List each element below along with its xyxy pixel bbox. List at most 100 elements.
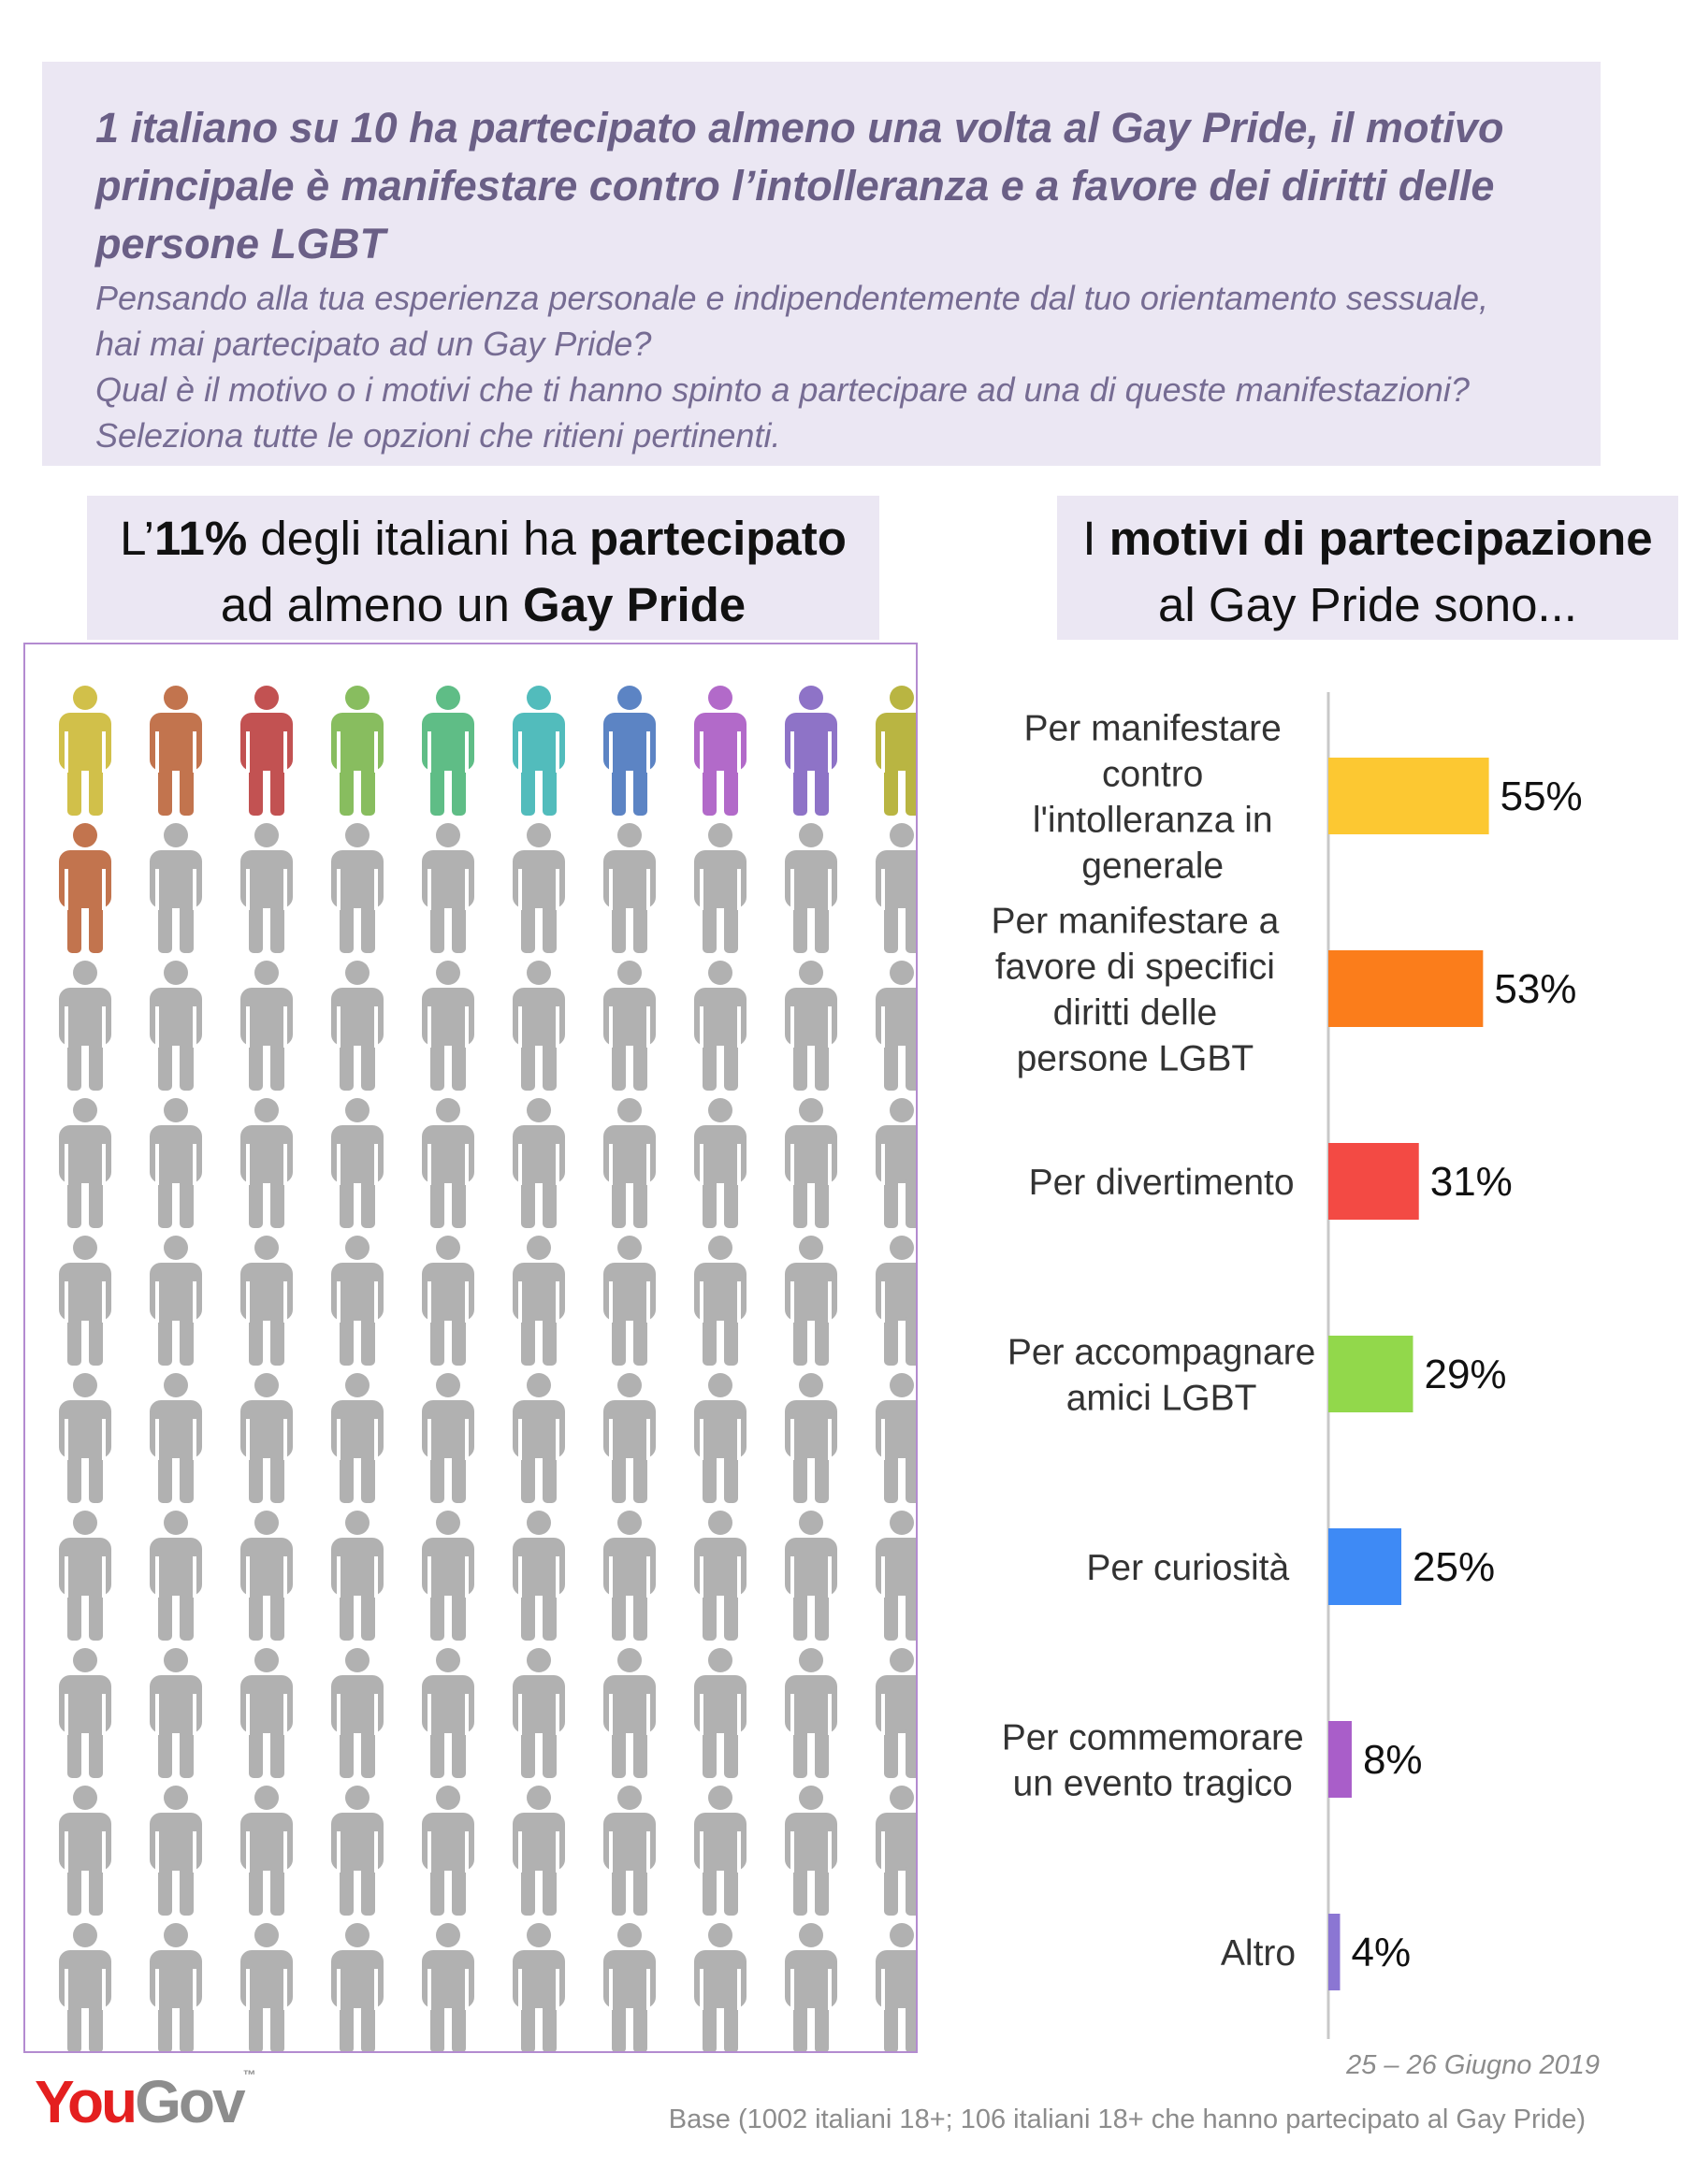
participation-title-strong: partecipato xyxy=(589,512,847,565)
survey-question: Pensando alla tua esperienza personale e… xyxy=(95,275,1573,458)
person-icon xyxy=(422,961,474,1091)
bar xyxy=(1328,1336,1413,1412)
participation-title-text: ad almeno un xyxy=(220,578,524,631)
bar xyxy=(1328,1143,1419,1220)
bar-value-label: 53% xyxy=(1494,966,1576,1012)
person-icon xyxy=(59,1648,111,1778)
person-icon xyxy=(422,1511,474,1641)
person-icon xyxy=(150,823,202,953)
person-icon xyxy=(694,1511,747,1641)
person-icon xyxy=(240,1373,293,1503)
person-icon xyxy=(785,1648,837,1778)
person-icon xyxy=(150,1098,202,1228)
person-icon-highlighted xyxy=(331,686,384,816)
logo-you: You xyxy=(35,2068,138,2135)
person-icon xyxy=(59,961,111,1091)
person-icon-highlighted xyxy=(422,686,474,816)
person-icon xyxy=(331,1511,384,1641)
person-icon-highlighted xyxy=(694,686,747,816)
sample-base: Base (1002 italiani 18+; 106 italiani 18… xyxy=(668,2104,1586,2134)
participation-percent: 11% xyxy=(153,512,248,565)
person-icon xyxy=(876,1098,916,1228)
person-icon xyxy=(59,1098,111,1228)
person-icon xyxy=(240,1923,293,2051)
person-icon xyxy=(240,1511,293,1641)
person-icon-highlighted xyxy=(785,686,837,816)
person-icon xyxy=(331,1923,384,2051)
person-icon xyxy=(694,823,747,953)
person-icon xyxy=(422,1648,474,1778)
participation-title-text: degli italiani ha xyxy=(247,512,589,565)
person-icon xyxy=(603,1098,656,1228)
category-label: Per curiosità xyxy=(1086,1548,1289,1588)
person-icon xyxy=(422,1236,474,1366)
person-icon xyxy=(603,961,656,1091)
person-icon xyxy=(240,1098,293,1228)
person-icon xyxy=(240,961,293,1091)
person-icon-highlighted xyxy=(513,686,565,816)
person-icon xyxy=(59,1923,111,2051)
person-icon xyxy=(59,1511,111,1641)
person-icon xyxy=(603,1923,656,2051)
bar-value-label: 25% xyxy=(1413,1544,1495,1590)
participation-title: L’11% degli italiani ha partecipato ad a… xyxy=(87,496,879,640)
person-icon xyxy=(694,1098,747,1228)
person-icon xyxy=(513,1098,565,1228)
reasons-title-text: al Gay Pride sono... xyxy=(1158,578,1577,631)
question-line-2: hai mai partecipato ad un Gay Pride? xyxy=(95,325,652,363)
bar-value-label: 31% xyxy=(1430,1159,1513,1205)
person-icon xyxy=(422,1923,474,2051)
person-icon xyxy=(694,1786,747,1916)
person-icon xyxy=(785,1511,837,1641)
person-icon xyxy=(785,1786,837,1916)
yougov-logo: YouGov™ xyxy=(35,2067,256,2135)
reasons-bar-chart: 55% Per manifestare contro l'intolleranza i… xyxy=(991,692,1583,2039)
participation-title-strong: Gay Pride xyxy=(523,578,747,631)
person-icon xyxy=(603,1373,656,1503)
person-icon xyxy=(513,1648,565,1778)
person-icon xyxy=(603,1786,656,1916)
person-icon xyxy=(331,1236,384,1366)
person-icon xyxy=(513,961,565,1091)
reasons-title-text: I xyxy=(1082,512,1109,565)
person-icon xyxy=(603,823,656,953)
category-label: Altro xyxy=(1221,1933,1296,1974)
person-icon xyxy=(876,1786,916,1916)
person-icon xyxy=(876,823,916,953)
person-icon-highlighted xyxy=(603,686,656,816)
person-icon xyxy=(785,961,837,1091)
person-icon xyxy=(785,1923,837,2051)
bar xyxy=(1328,1914,1341,1990)
person-icon xyxy=(694,1648,747,1778)
person-icon xyxy=(694,1373,747,1503)
person-icon xyxy=(513,823,565,953)
person-icon xyxy=(422,1098,474,1228)
bar-value-label: 55% xyxy=(1500,774,1583,819)
bar xyxy=(1328,1528,1401,1605)
person-icon xyxy=(513,1236,565,1366)
survey-date: 25 – 26 Giugno 2019 xyxy=(1346,2050,1600,2080)
people-pictogram xyxy=(59,686,916,2051)
bar xyxy=(1328,1721,1352,1798)
person-icon xyxy=(150,961,202,1091)
person-icon xyxy=(785,1373,837,1503)
category-label: Per commemorare un evento tragico xyxy=(1002,1718,1304,1804)
bar xyxy=(1328,758,1489,834)
person-icon-highlighted xyxy=(59,823,111,953)
person-icon xyxy=(59,1786,111,1916)
logo-gov: Gov xyxy=(135,2068,245,2135)
person-icon xyxy=(150,1923,202,2051)
person-icon xyxy=(331,1373,384,1503)
person-icon xyxy=(603,1236,656,1366)
headline-line-1: 1 italiano su 10 ha partecipato almeno u… xyxy=(95,104,1504,152)
bar-value-label: 29% xyxy=(1424,1352,1506,1397)
person-icon xyxy=(331,1098,384,1228)
headline-line-3: persone LGBT xyxy=(95,220,386,268)
person-icon xyxy=(785,1236,837,1366)
person-icon xyxy=(603,1648,656,1778)
question-line-1: Pensando alla tua esperienza personale e… xyxy=(95,279,1489,317)
person-icon-highlighted xyxy=(240,686,293,816)
person-icon xyxy=(331,1648,384,1778)
bar xyxy=(1328,950,1484,1027)
person-icon xyxy=(331,961,384,1091)
